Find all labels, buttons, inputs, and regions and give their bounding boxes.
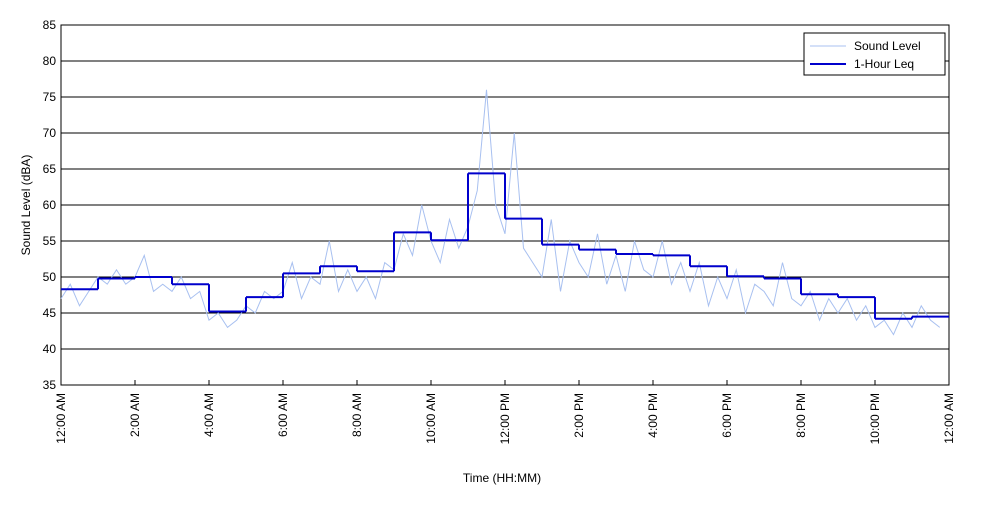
y-tick-label: 50 <box>43 270 57 284</box>
x-axis-label: Time (HH:MM) <box>463 471 541 485</box>
legend-box <box>803 32 946 76</box>
x-tick-label: 4:00 AM <box>202 393 216 437</box>
x-tick-label: 10:00 AM <box>424 393 438 444</box>
legend-label: 1-Hour Leq <box>854 57 914 71</box>
x-tick-label: 12:00 PM <box>498 393 512 444</box>
x-tick-label: 2:00 AM <box>128 393 142 437</box>
y-tick-label: 40 <box>43 342 57 356</box>
y-tick-label: 60 <box>43 198 57 212</box>
y-tick-label: 70 <box>43 126 57 140</box>
y-tick-label: 35 <box>43 378 57 392</box>
legend-label: Sound Level <box>854 39 921 53</box>
y-axis-label: Sound Level (dBA) <box>19 155 33 256</box>
y-tick-label: 65 <box>43 162 57 176</box>
x-tick-label: 2:00 PM <box>572 393 586 438</box>
y-tick-label: 55 <box>43 234 57 248</box>
x-tick-label: 12:00 AM <box>942 393 956 444</box>
x-tick-label: 8:00 AM <box>350 393 364 437</box>
x-tick-label: 10:00 PM <box>868 393 882 444</box>
y-tick-label: 85 <box>43 18 57 32</box>
y-tick-label: 75 <box>43 90 57 104</box>
sound-line <box>60 89 941 336</box>
x-tick-label: 8:00 PM <box>794 393 808 438</box>
plot-frame <box>60 24 950 386</box>
x-tick-label: 4:00 PM <box>646 393 660 438</box>
x-tick-label: 6:00 AM <box>276 393 290 437</box>
y-tick-label: 45 <box>43 306 57 320</box>
x-tick-label: 6:00 PM <box>720 393 734 438</box>
x-tick-label: 12:00 AM <box>54 393 68 444</box>
y-tick-label: 80 <box>43 54 57 68</box>
